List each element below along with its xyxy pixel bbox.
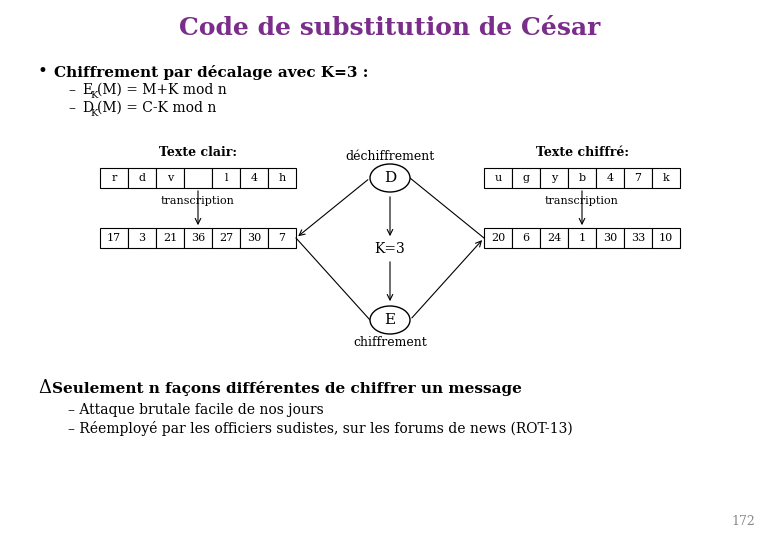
Bar xyxy=(156,228,184,248)
Text: –: – xyxy=(68,83,75,97)
Text: E: E xyxy=(385,313,395,327)
Text: 21: 21 xyxy=(163,233,177,243)
Text: 33: 33 xyxy=(631,233,645,243)
Bar xyxy=(100,228,128,248)
Bar xyxy=(596,228,624,248)
Text: k: k xyxy=(663,173,669,183)
Text: transcription: transcription xyxy=(545,196,619,206)
Text: l: l xyxy=(225,173,228,183)
Text: 7: 7 xyxy=(278,233,285,243)
Text: 27: 27 xyxy=(219,233,233,243)
Bar xyxy=(512,228,540,248)
Text: 30: 30 xyxy=(247,233,261,243)
Text: chiffrement: chiffrement xyxy=(353,335,427,348)
Text: 17: 17 xyxy=(107,233,121,243)
Text: transcription: transcription xyxy=(161,196,235,206)
Bar xyxy=(624,228,652,248)
Bar xyxy=(212,168,240,188)
Bar xyxy=(652,168,680,188)
Bar xyxy=(100,168,128,188)
Bar xyxy=(568,168,596,188)
Text: 30: 30 xyxy=(603,233,617,243)
Text: 6: 6 xyxy=(523,233,530,243)
Text: Chiffrement par décalage avec K=3 :: Chiffrement par décalage avec K=3 : xyxy=(54,64,368,79)
Bar xyxy=(540,228,568,248)
Text: (M) = M+K mod n: (M) = M+K mod n xyxy=(97,83,227,97)
Text: E: E xyxy=(82,83,92,97)
Text: 7: 7 xyxy=(634,173,641,183)
Text: –: – xyxy=(68,101,75,115)
Text: D: D xyxy=(384,171,396,185)
Text: Δ: Δ xyxy=(38,379,51,397)
Bar xyxy=(128,168,156,188)
Text: h: h xyxy=(278,173,285,183)
Text: 10: 10 xyxy=(659,233,673,243)
Bar xyxy=(484,168,512,188)
Text: Texte clair:: Texte clair: xyxy=(159,145,237,159)
Text: K=3: K=3 xyxy=(374,242,406,256)
Text: – Réemployé par les officiers sudistes, sur les forums de news (ROT-13): – Réemployé par les officiers sudistes, … xyxy=(68,421,573,435)
Bar xyxy=(128,228,156,248)
Bar xyxy=(512,168,540,188)
Ellipse shape xyxy=(370,164,410,192)
Text: g: g xyxy=(523,173,530,183)
Bar xyxy=(184,228,212,248)
Text: (M) = C-K mod n: (M) = C-K mod n xyxy=(97,101,216,115)
Text: Texte chiffré:: Texte chiffré: xyxy=(536,145,629,159)
Text: déchiffrement: déchiffrement xyxy=(346,150,434,163)
Ellipse shape xyxy=(370,306,410,334)
Text: D: D xyxy=(82,101,93,115)
Bar xyxy=(652,228,680,248)
Text: 3: 3 xyxy=(138,233,146,243)
Text: r: r xyxy=(112,173,117,183)
Text: y: y xyxy=(551,173,557,183)
Text: d: d xyxy=(139,173,146,183)
Bar xyxy=(268,228,296,248)
Text: •: • xyxy=(38,64,48,80)
Bar xyxy=(184,168,212,188)
Text: Seulement n façons différentes de chiffrer un message: Seulement n façons différentes de chiffr… xyxy=(52,381,522,395)
Text: – Attaque brutale facile de nos jours: – Attaque brutale facile de nos jours xyxy=(68,403,324,417)
Bar xyxy=(624,168,652,188)
Bar xyxy=(540,168,568,188)
Text: 1: 1 xyxy=(579,233,586,243)
Text: K: K xyxy=(90,91,98,99)
Bar xyxy=(156,168,184,188)
Bar xyxy=(568,228,596,248)
Bar xyxy=(240,168,268,188)
Bar xyxy=(212,228,240,248)
Bar xyxy=(240,228,268,248)
Text: 4: 4 xyxy=(606,173,614,183)
Text: b: b xyxy=(579,173,586,183)
Bar xyxy=(484,228,512,248)
Text: 172: 172 xyxy=(732,515,755,528)
Bar xyxy=(268,168,296,188)
Text: 24: 24 xyxy=(547,233,561,243)
Bar xyxy=(596,168,624,188)
Text: v: v xyxy=(167,173,173,183)
Text: K: K xyxy=(90,109,98,118)
Text: 20: 20 xyxy=(491,233,505,243)
Text: 4: 4 xyxy=(250,173,257,183)
Text: u: u xyxy=(495,173,502,183)
Text: 36: 36 xyxy=(191,233,205,243)
Text: Code de substitution de César: Code de substitution de César xyxy=(179,16,601,40)
